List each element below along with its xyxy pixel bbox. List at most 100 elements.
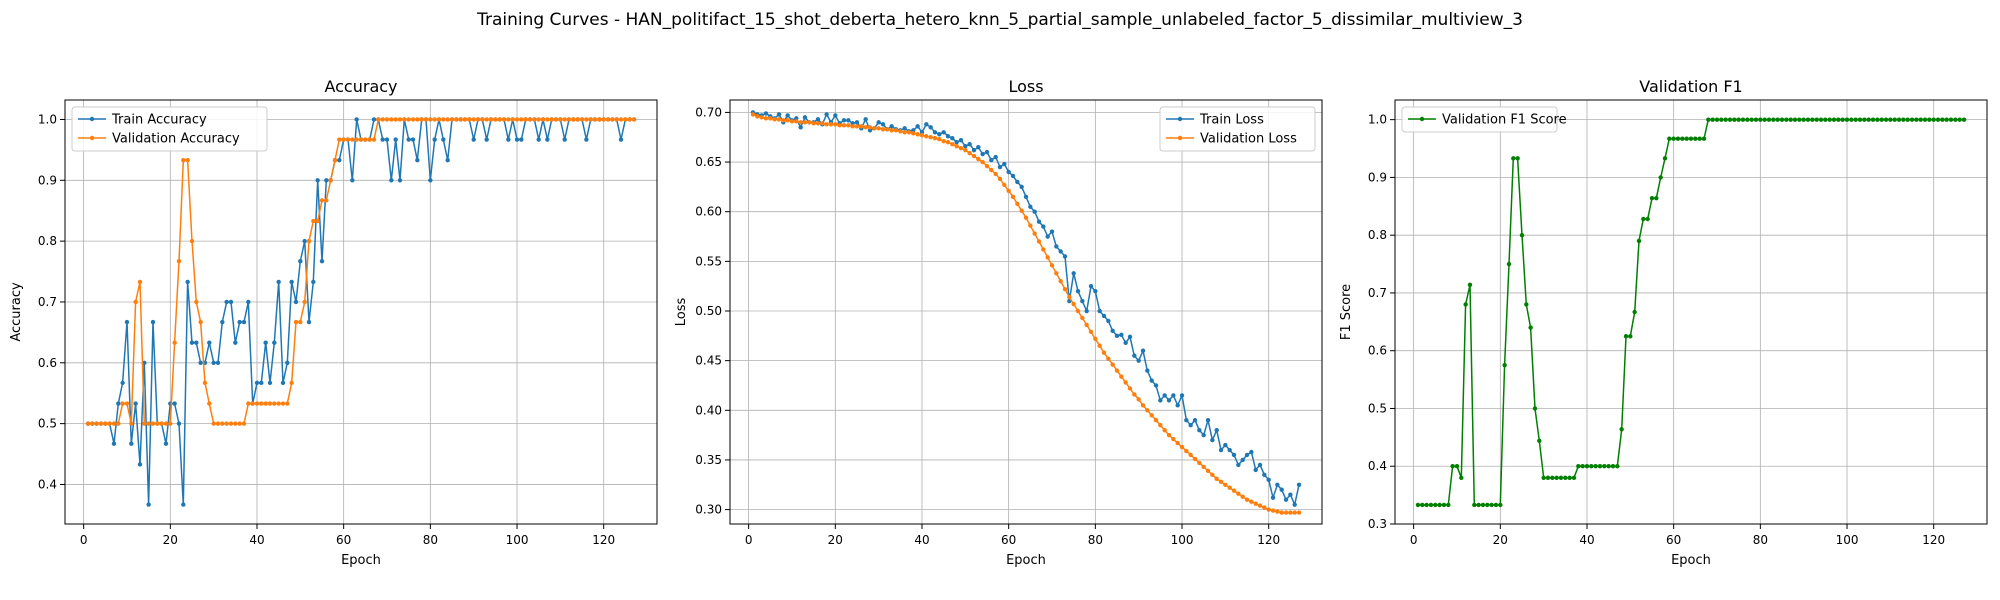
data-point xyxy=(1236,462,1241,468)
data-point xyxy=(302,238,307,244)
data-point xyxy=(1028,204,1033,209)
data-point xyxy=(1519,232,1525,238)
y-tick-label: 0.70 xyxy=(695,105,722,119)
data-point xyxy=(462,117,468,122)
data-point xyxy=(1162,393,1167,398)
data-point xyxy=(1615,464,1620,469)
data-point xyxy=(519,137,524,142)
data-point xyxy=(1041,224,1046,229)
x-tick-label: 120 xyxy=(592,533,615,547)
data-point xyxy=(1866,117,1871,122)
data-point xyxy=(163,421,169,426)
data-point xyxy=(319,198,325,203)
x-axis-label: Epoch xyxy=(341,553,381,568)
data-point xyxy=(540,117,546,122)
data-point xyxy=(285,401,290,406)
data-point xyxy=(267,380,273,386)
data-point xyxy=(1723,117,1728,122)
data-point xyxy=(1058,249,1063,254)
y-tick-label: 0.6 xyxy=(1368,344,1387,358)
data-point xyxy=(410,117,416,122)
data-point xyxy=(1710,117,1715,122)
data-point xyxy=(833,122,838,127)
data-point xyxy=(1010,173,1016,179)
data-point xyxy=(1275,509,1280,514)
data-point xyxy=(415,117,420,122)
data-point xyxy=(1506,261,1512,267)
data-point xyxy=(898,129,903,134)
y-tick-label: 1.0 xyxy=(38,112,57,126)
data-point xyxy=(124,319,130,325)
data-point xyxy=(1727,117,1733,122)
data-point xyxy=(111,421,117,426)
data-point xyxy=(358,137,364,142)
data-point xyxy=(350,137,355,142)
data-point xyxy=(1619,427,1624,432)
data-point xyxy=(597,117,602,122)
data-point xyxy=(618,117,624,122)
data-point xyxy=(1210,472,1215,478)
data-point xyxy=(354,137,359,142)
data-point xyxy=(1114,368,1120,373)
data-point xyxy=(207,401,212,406)
data-point xyxy=(389,117,394,122)
data-point xyxy=(631,117,637,122)
data-point xyxy=(445,117,450,122)
data-point xyxy=(1088,283,1094,289)
data-point xyxy=(1883,117,1889,122)
data-point xyxy=(1266,477,1271,483)
legend-box xyxy=(1401,106,1558,133)
x-tick-label: 80 xyxy=(423,533,438,547)
data-point xyxy=(1888,117,1893,122)
data-point xyxy=(1101,313,1107,319)
figure-suptitle: Training Curves - HAN_politifact_15_shot… xyxy=(476,10,1523,30)
data-point xyxy=(228,299,234,305)
data-point xyxy=(1032,231,1037,236)
data-point xyxy=(1498,502,1503,508)
data-point xyxy=(454,117,459,122)
data-point xyxy=(1818,117,1824,122)
data-point xyxy=(510,117,515,122)
data-point xyxy=(246,401,251,406)
data-point xyxy=(1961,117,1967,122)
data-point xyxy=(601,117,606,122)
data-point xyxy=(993,171,998,177)
data-point xyxy=(781,118,786,123)
data-point xyxy=(1036,239,1042,244)
data-point xyxy=(1636,238,1642,244)
data-point xyxy=(246,299,251,305)
data-point xyxy=(324,198,329,203)
data-point xyxy=(1896,117,1902,122)
data-point xyxy=(254,380,260,386)
data-point xyxy=(523,117,528,122)
x-tick-label: 40 xyxy=(1579,533,1594,547)
data-point xyxy=(588,117,593,122)
data-point xyxy=(1088,329,1094,335)
data-point xyxy=(475,117,481,122)
data-point xyxy=(1266,507,1271,512)
data-point xyxy=(363,137,368,142)
data-point xyxy=(241,319,247,325)
data-point xyxy=(1179,444,1185,450)
data-point xyxy=(1162,427,1167,433)
y-tick-label: 0.5 xyxy=(1368,401,1387,415)
data-point xyxy=(1197,460,1202,466)
data-point xyxy=(445,158,450,163)
x-axis-label: Epoch xyxy=(1671,553,1711,568)
data-point xyxy=(194,299,199,305)
x-axis-label: Epoch xyxy=(1006,553,1046,568)
data-point xyxy=(811,121,816,126)
x-tick-label: 20 xyxy=(163,533,178,547)
data-point xyxy=(194,340,199,345)
data-point xyxy=(945,134,951,139)
data-point xyxy=(928,135,933,140)
data-point xyxy=(1870,117,1876,122)
data-point xyxy=(1227,447,1232,453)
data-point xyxy=(1857,117,1863,122)
data-point xyxy=(1875,117,1880,122)
data-point xyxy=(1706,117,1711,122)
data-point xyxy=(506,137,511,142)
data-point xyxy=(824,112,829,117)
data-point xyxy=(1205,418,1211,423)
